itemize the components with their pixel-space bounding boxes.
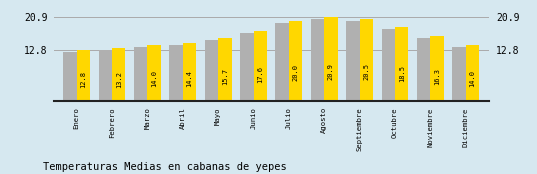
Bar xyxy=(466,45,479,101)
Text: 15.7: 15.7 xyxy=(222,68,228,85)
Bar xyxy=(346,21,360,101)
Text: 13.2: 13.2 xyxy=(116,71,122,88)
Text: 20.0: 20.0 xyxy=(293,64,299,81)
Bar xyxy=(205,40,218,101)
Text: 20.5: 20.5 xyxy=(364,64,369,80)
Bar xyxy=(183,43,196,101)
Bar xyxy=(430,36,444,101)
Bar xyxy=(148,45,161,101)
Bar xyxy=(77,50,90,101)
Bar xyxy=(395,27,409,101)
Bar xyxy=(381,29,395,101)
Bar xyxy=(169,45,183,101)
Bar xyxy=(275,23,289,101)
Bar xyxy=(112,48,126,101)
Bar xyxy=(324,17,338,101)
Bar xyxy=(417,38,430,101)
Bar xyxy=(63,52,77,101)
Bar xyxy=(289,21,302,101)
Text: Temperaturas Medias en cabanas de yepes: Temperaturas Medias en cabanas de yepes xyxy=(43,162,287,172)
Bar xyxy=(240,33,253,101)
Text: 14.4: 14.4 xyxy=(186,70,192,86)
Bar xyxy=(311,19,324,101)
Bar xyxy=(253,31,267,101)
Text: 14.0: 14.0 xyxy=(469,70,475,87)
Bar xyxy=(360,19,373,101)
Text: 17.6: 17.6 xyxy=(257,66,263,83)
Text: 18.5: 18.5 xyxy=(398,65,405,82)
Text: 12.8: 12.8 xyxy=(81,71,86,88)
Text: 16.3: 16.3 xyxy=(434,68,440,85)
Bar xyxy=(218,38,231,101)
Text: 20.9: 20.9 xyxy=(328,63,334,80)
Bar xyxy=(99,50,112,101)
Bar xyxy=(452,47,466,101)
Bar xyxy=(134,47,148,101)
Text: 14.0: 14.0 xyxy=(151,70,157,87)
